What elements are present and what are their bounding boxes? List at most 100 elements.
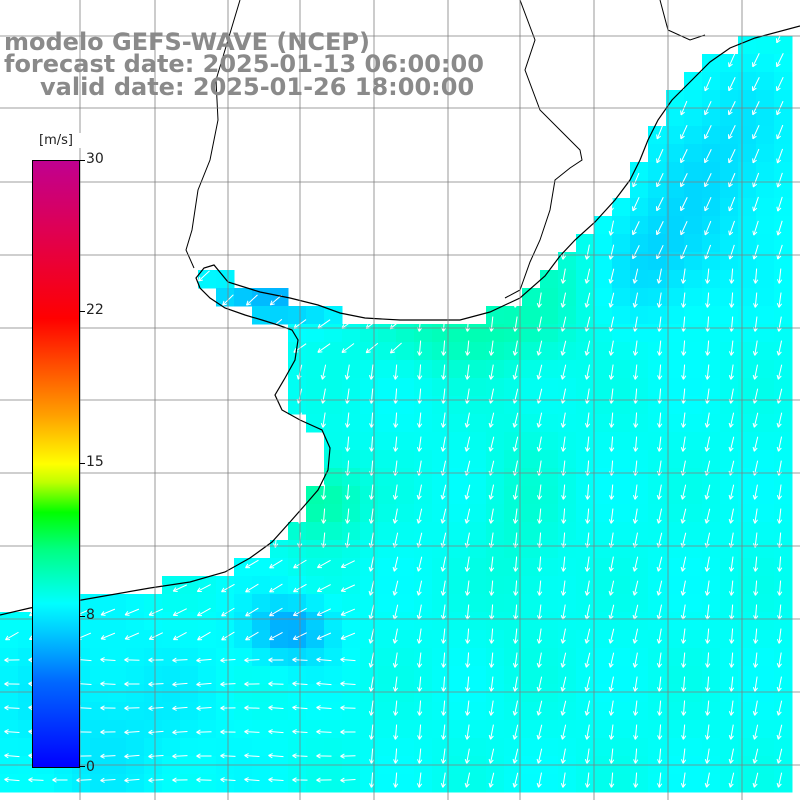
wind-speed-cell	[396, 324, 415, 343]
wind-arrow	[269, 631, 283, 641]
wind-arrow	[440, 508, 447, 524]
wind-speed-cell	[630, 774, 649, 793]
wind-speed-cell	[324, 774, 343, 793]
wind-speed-cell	[684, 774, 703, 793]
wind-speed-cell	[630, 684, 649, 703]
wind-speed-cell	[756, 648, 775, 667]
wind-speed-cell	[108, 594, 127, 613]
border-line	[504, 0, 583, 299]
wind-speed-cell	[648, 162, 667, 181]
wind-arrow	[585, 484, 591, 500]
wind-speed-cell	[666, 234, 685, 253]
wind-arrow	[416, 628, 422, 644]
wind-speed-cell	[612, 360, 631, 379]
colorbar-tickmark	[80, 463, 85, 464]
wind-arrow	[273, 532, 279, 548]
wind-speed-cell	[414, 414, 433, 433]
wind-arrow	[197, 270, 210, 282]
wind-arrow	[776, 77, 784, 92]
wind-arrow	[752, 196, 759, 212]
wind-speed-cell	[774, 594, 793, 613]
wind-speed-cell	[504, 432, 523, 451]
wind-speed-cell	[342, 558, 361, 577]
wind-speed-cell	[720, 450, 739, 469]
wind-arrow	[752, 484, 758, 500]
wind-speed-cell	[360, 684, 379, 703]
wind-speed-cell	[324, 540, 343, 559]
wind-speed-cell	[756, 198, 775, 217]
wind-speed-cell	[306, 612, 325, 631]
wind-speed-cell	[684, 234, 703, 253]
wind-speed-cell	[432, 720, 451, 739]
wind-arrow	[196, 657, 212, 663]
colorbar-tick-label: 0	[86, 759, 95, 775]
wind-speed-cell	[702, 594, 721, 613]
wind-arrow	[392, 556, 399, 572]
wind-arrow	[392, 676, 399, 692]
wind-speed-cell	[666, 162, 685, 181]
wind-arrow	[246, 294, 258, 306]
wind-arrow	[512, 676, 518, 692]
wind-speed-cell	[162, 774, 181, 793]
wind-arrow	[729, 652, 735, 668]
wind-speed-cell	[522, 558, 541, 577]
wind-speed-cell	[234, 630, 253, 649]
wind-speed-cell	[774, 450, 793, 469]
wind-speed-cell	[558, 630, 577, 649]
wind-arrow	[560, 652, 567, 668]
wind-speed-cell	[684, 612, 703, 631]
wind-arrow	[536, 412, 543, 428]
wind-speed-cell	[576, 486, 595, 505]
wind-speed-cell	[756, 540, 775, 559]
wind-speed-cell	[576, 648, 595, 667]
wind-arrow	[560, 724, 567, 740]
wind-speed-cell	[180, 684, 199, 703]
wind-arrow	[584, 244, 590, 260]
wind-arrow	[536, 748, 543, 764]
wind-speed-cell	[702, 198, 721, 217]
colorbar-tick-label: 8	[86, 607, 95, 623]
wind-arrow	[245, 583, 259, 593]
wind-speed-cell	[756, 396, 775, 415]
wind-speed-cell	[576, 306, 595, 325]
wind-speed-cell	[378, 666, 397, 685]
wind-speed-cell	[558, 774, 577, 793]
wind-speed-cell	[306, 666, 325, 685]
wind-speed-cell	[702, 684, 721, 703]
wind-arrow	[440, 772, 446, 788]
wind-speed-cell	[504, 540, 523, 559]
wind-speed-cell	[702, 378, 721, 397]
wind-speed-cell	[702, 504, 721, 523]
wind-arrow	[680, 436, 686, 452]
wind-speed-cell	[162, 684, 181, 703]
wind-arrow	[536, 292, 542, 308]
wind-arrow	[537, 580, 543, 596]
wind-speed-cell	[324, 738, 343, 757]
wind-speed-cell	[108, 666, 127, 685]
wind-speed-cell	[540, 594, 559, 613]
wind-speed-cell	[612, 450, 631, 469]
wind-speed-cell	[630, 306, 649, 325]
wind-speed-cell	[522, 504, 541, 523]
wind-arrow	[680, 220, 688, 236]
wind-speed-cell	[396, 612, 415, 631]
wind-arrow	[656, 292, 662, 308]
wind-speed-cell	[396, 486, 415, 505]
wind-arrow	[584, 628, 591, 644]
wind-speed-cell	[306, 504, 325, 523]
wind-speed-cell	[288, 702, 307, 721]
wind-arrow	[124, 608, 140, 616]
wind-speed-cell	[630, 702, 649, 721]
wind-speed-cell	[450, 540, 469, 559]
wind-speed-cell	[648, 522, 667, 541]
wind-arrow	[776, 412, 783, 428]
wind-speed-cell	[594, 738, 613, 757]
wind-speed-cell	[594, 432, 613, 451]
wind-arrow	[681, 340, 687, 356]
wind-arrow	[632, 700, 639, 716]
wind-arrow	[440, 436, 446, 452]
wind-speed-cell	[360, 774, 379, 793]
wind-speed-cell	[306, 684, 325, 703]
wind-speed-cell	[504, 594, 523, 613]
wind-speed-cell	[702, 324, 721, 343]
